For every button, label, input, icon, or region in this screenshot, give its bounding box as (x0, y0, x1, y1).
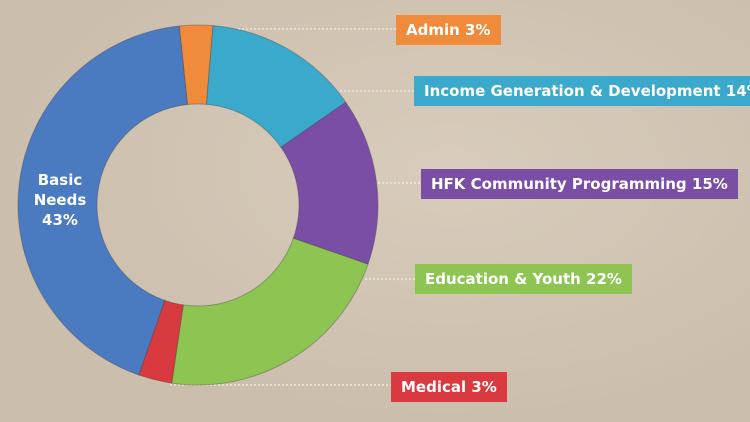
medical-label: Medical 3% (391, 372, 507, 402)
basic-needs-label-line2: Needs (33, 191, 87, 209)
admin-label: Admin 3% (396, 15, 501, 45)
basic-needs-label: Basic Needs 43% (30, 170, 90, 230)
connector-lines (170, 28, 421, 386)
slice-admin (178, 24, 214, 106)
slice-education-youth (171, 237, 369, 386)
education-label: Education & Youth 22% (415, 264, 632, 294)
basic-needs-label-percent: 43% (42, 211, 78, 229)
hfk-label: HFK Community Programming 15% (421, 169, 738, 199)
income-label: Income Generation & Development 14% (414, 76, 750, 106)
slice-income-generation-development (205, 25, 347, 149)
slice-hfk-community-programming (280, 101, 379, 265)
basic-needs-label-line1: Basic (37, 171, 83, 189)
slice-basic-needs (17, 25, 188, 376)
donut-slices (17, 24, 379, 386)
